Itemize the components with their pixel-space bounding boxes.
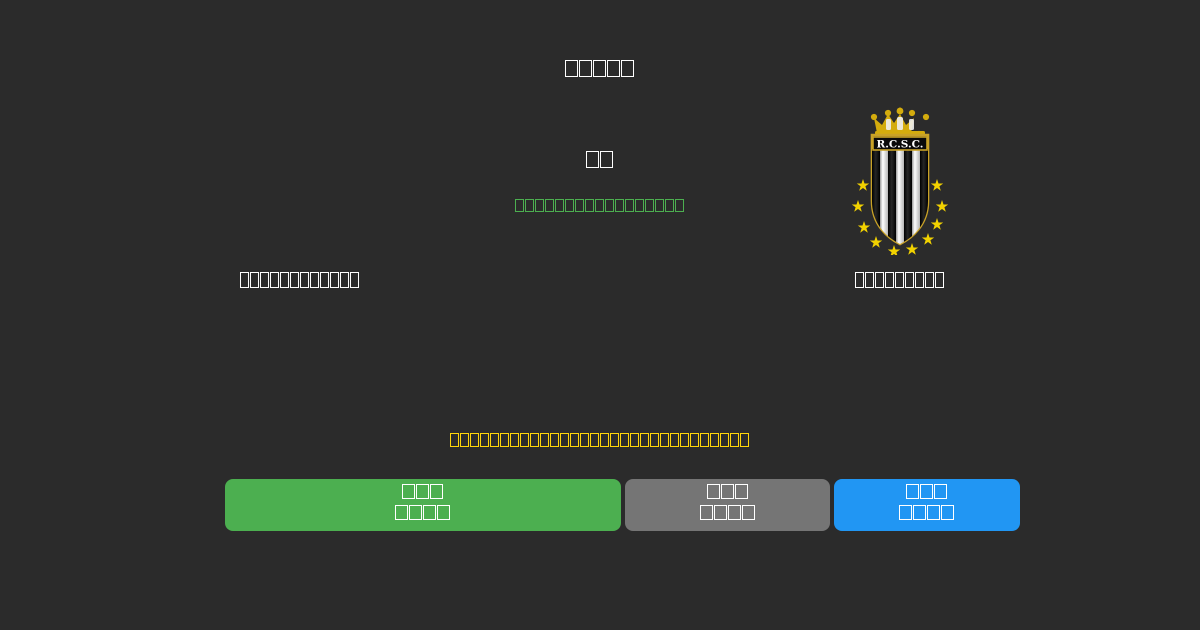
- crest-label: R.C.S.C.: [877, 138, 924, 150]
- crest-name-band: R.C.S.C.: [872, 136, 928, 151]
- away-team-name: [750, 272, 1050, 294]
- notice-message: [0, 430, 1200, 454]
- match-stage-text: [515, 198, 685, 218]
- secondary-action-line1: [706, 484, 749, 505]
- notice-message-text: [450, 430, 750, 454]
- info-action-line2: [899, 505, 955, 526]
- match-status-text: [586, 150, 614, 176]
- secondary-action-line2: [699, 505, 756, 526]
- match-stage: [0, 198, 1200, 218]
- match-status: [0, 150, 1200, 176]
- primary-action-line2: [395, 505, 451, 526]
- away-team[interactable]: R.C.S.C.: [750, 100, 1050, 294]
- away-team-name-text: [855, 272, 945, 294]
- page-title-text: [565, 60, 635, 84]
- primary-action-line1: [402, 484, 444, 505]
- action-bar: [225, 479, 1020, 531]
- home-team-crest: [150, 100, 450, 260]
- shield-stripes: [872, 149, 928, 244]
- rcsc-shield-icon: R.C.S.C.: [851, 107, 949, 255]
- page-title: [0, 60, 1200, 84]
- info-action-line1: [906, 484, 948, 505]
- primary-action-button[interactable]: [225, 479, 621, 531]
- secondary-action-button[interactable]: [625, 479, 830, 531]
- away-team-crest: R.C.S.C.: [750, 100, 1050, 260]
- home-team-name: [150, 272, 450, 294]
- match-info-column: [0, 150, 1200, 218]
- info-action-button[interactable]: [834, 479, 1020, 531]
- empty-crest-placeholder-icon: [250, 115, 350, 245]
- home-team-name-text: [240, 272, 360, 294]
- crest-stars: [851, 179, 949, 255]
- home-team[interactable]: [150, 100, 450, 294]
